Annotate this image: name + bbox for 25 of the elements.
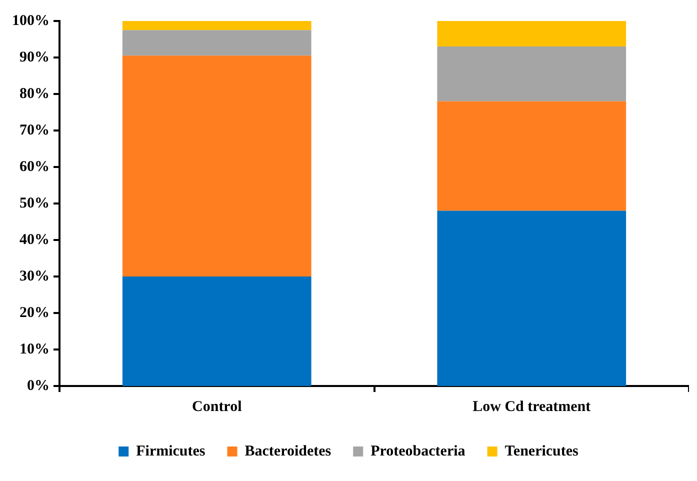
y-tick-label: 50% [20,195,50,212]
y-tick-label: 60% [20,158,50,175]
y-tick-label: 10% [20,341,50,358]
x-tick-label: Low Cd treatment [472,398,591,415]
y-tick-label: 70% [20,122,50,138]
y-tick-label: 20% [20,304,50,321]
bar [437,101,626,211]
bar [122,276,312,386]
legend-label: Bacteroidetes [244,443,332,460]
y-tick-label: 0% [27,378,50,394]
bar [437,46,626,102]
y-tick-label: 100% [12,12,50,29]
y-tick-label: 80% [20,86,50,102]
bar [122,56,312,276]
bar [122,21,312,30]
bar [437,21,626,47]
y-tick-label: 30% [20,268,50,284]
bar [437,210,626,386]
legend-label: Proteobacteria [370,443,466,460]
legend-label: Tenericutes [504,443,579,460]
y-tick-label: 90% [20,49,50,66]
bar [122,30,312,56]
x-tick-label: Control [192,398,242,415]
legend-label: Firmicutes [136,443,206,460]
y-tick-label: 40% [20,232,50,248]
